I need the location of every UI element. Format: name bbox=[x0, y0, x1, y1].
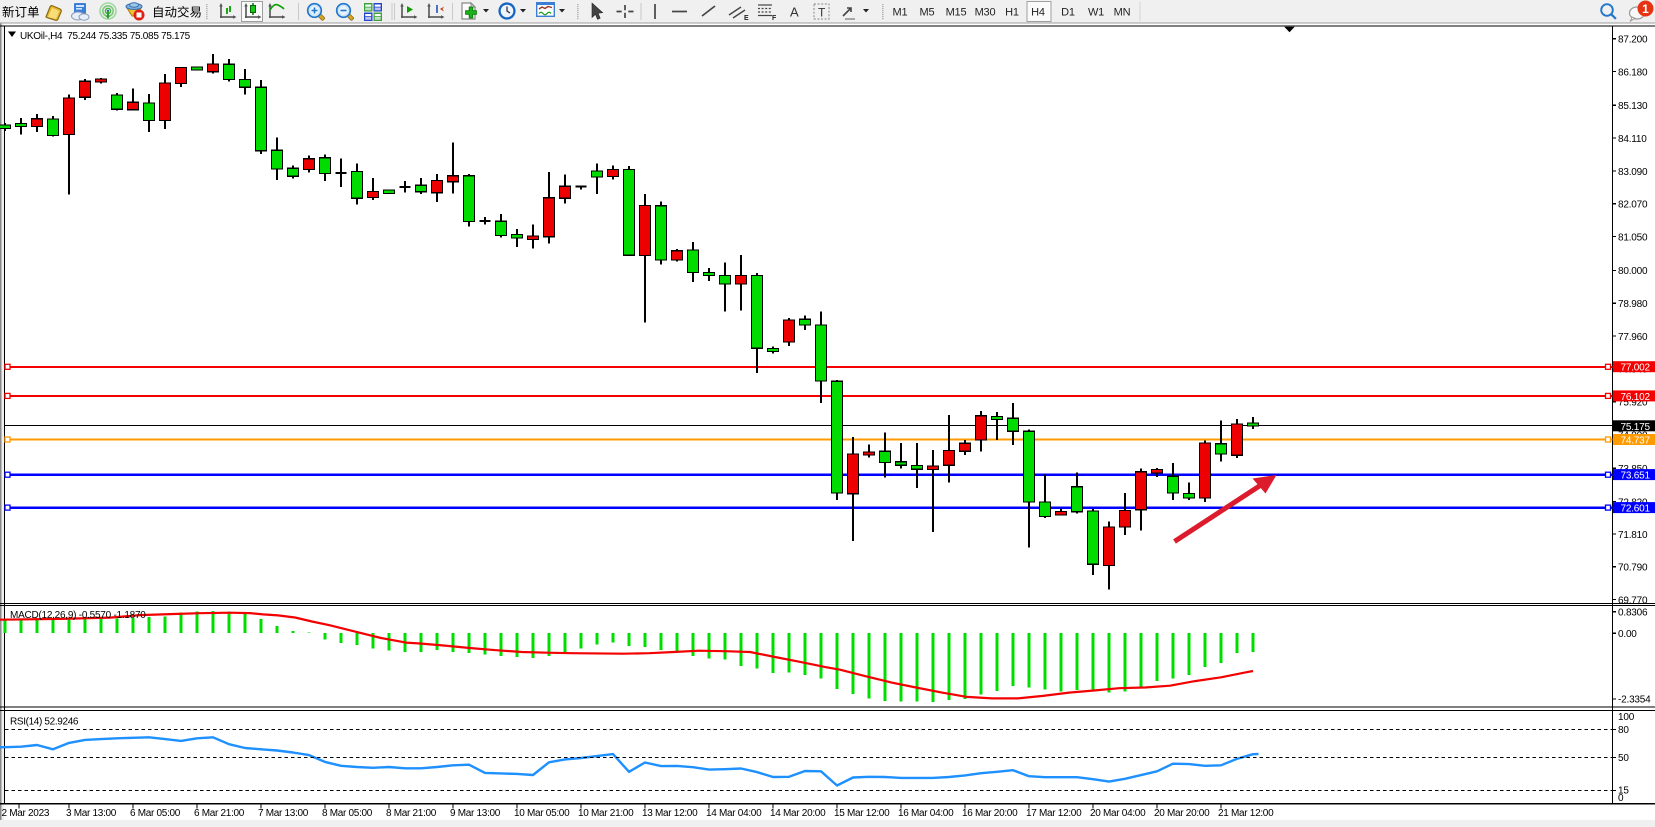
svg-text:8 Mar 21:00: 8 Mar 21:00 bbox=[386, 808, 437, 819]
svg-text:10 Mar 21:00: 10 Mar 21:00 bbox=[578, 808, 634, 819]
svg-text:9 Mar 13:00: 9 Mar 13:00 bbox=[450, 808, 501, 819]
svg-text:6 Mar 05:00: 6 Mar 05:00 bbox=[130, 808, 181, 819]
svg-text:UKOil-,H4 75.244 75.335 75.08: UKOil-,H4 75.244 75.335 75.085 75.175 bbox=[20, 31, 191, 42]
svg-text:10 Mar 05:00: 10 Mar 05:00 bbox=[514, 808, 570, 819]
svg-text:80: 80 bbox=[1618, 725, 1629, 736]
svg-text:MACD(12,26,9) -0.5570 -1.1870: MACD(12,26,9) -0.5570 -1.1870 bbox=[10, 610, 146, 621]
svg-text:20 Mar 04:00: 20 Mar 04:00 bbox=[1090, 808, 1146, 819]
svg-text:M30: M30 bbox=[975, 7, 996, 19]
svg-text:F: F bbox=[772, 15, 777, 22]
svg-text:20 Mar 20:00: 20 Mar 20:00 bbox=[1154, 808, 1210, 819]
svg-text:76.102: 76.102 bbox=[1621, 392, 1651, 403]
svg-text:3 Mar 13:00: 3 Mar 13:00 bbox=[66, 808, 117, 819]
svg-text:0: 0 bbox=[1618, 793, 1624, 804]
svg-text:M1: M1 bbox=[893, 7, 908, 19]
svg-text:80.000: 80.000 bbox=[1618, 266, 1648, 277]
svg-text:81.050: 81.050 bbox=[1618, 232, 1648, 243]
svg-text:15 Mar 12:00: 15 Mar 12:00 bbox=[834, 808, 890, 819]
svg-text:H4: H4 bbox=[1031, 7, 1045, 19]
svg-text:75.920: 75.920 bbox=[1618, 398, 1648, 409]
svg-text:71.810: 71.810 bbox=[1618, 530, 1648, 541]
svg-text:72.601: 72.601 bbox=[1621, 504, 1651, 515]
svg-text:70.790: 70.790 bbox=[1618, 563, 1648, 574]
svg-text:84.110: 84.110 bbox=[1618, 134, 1647, 145]
svg-text:RSI(14) 52.9246: RSI(14) 52.9246 bbox=[10, 717, 79, 728]
svg-text:2 Mar 2023: 2 Mar 2023 bbox=[2, 808, 50, 819]
svg-text:78.980: 78.980 bbox=[1618, 299, 1648, 310]
svg-text:77.960: 77.960 bbox=[1618, 332, 1648, 343]
svg-text:8 Mar 05:00: 8 Mar 05:00 bbox=[322, 808, 373, 819]
svg-text:14 Mar 20:00: 14 Mar 20:00 bbox=[770, 808, 826, 819]
svg-text:T: T bbox=[818, 6, 826, 20]
svg-text:73.651: 73.651 bbox=[1621, 471, 1651, 482]
svg-text:77.002: 77.002 bbox=[1621, 363, 1651, 374]
svg-text:1: 1 bbox=[1642, 2, 1649, 16]
svg-text:50: 50 bbox=[1618, 753, 1629, 764]
svg-text:69.770: 69.770 bbox=[1618, 595, 1648, 606]
svg-text:17 Mar 12:00: 17 Mar 12:00 bbox=[1026, 808, 1082, 819]
svg-text:0.00: 0.00 bbox=[1618, 629, 1637, 640]
svg-text:E: E bbox=[744, 15, 749, 22]
svg-text:H1: H1 bbox=[1005, 7, 1019, 19]
svg-text:W1: W1 bbox=[1088, 7, 1104, 19]
svg-text:74.737: 74.737 bbox=[1621, 436, 1651, 447]
svg-text:16 Mar 04:00: 16 Mar 04:00 bbox=[898, 808, 954, 819]
svg-text:MN: MN bbox=[1114, 7, 1131, 19]
svg-text:M15: M15 bbox=[946, 7, 967, 19]
svg-text:100: 100 bbox=[1618, 712, 1635, 723]
svg-text:21 Mar 12:00: 21 Mar 12:00 bbox=[1218, 808, 1274, 819]
svg-text:16 Mar 20:00: 16 Mar 20:00 bbox=[962, 808, 1018, 819]
svg-text:86.180: 86.180 bbox=[1618, 67, 1648, 78]
svg-text:0.8306: 0.8306 bbox=[1618, 608, 1648, 619]
svg-text:13 Mar 12:00: 13 Mar 12:00 bbox=[642, 808, 698, 819]
svg-text:82.070: 82.070 bbox=[1618, 200, 1648, 211]
svg-text:83.090: 83.090 bbox=[1618, 167, 1648, 178]
svg-text:7 Mar 13:00: 7 Mar 13:00 bbox=[258, 808, 309, 819]
svg-text:85.130: 85.130 bbox=[1618, 101, 1648, 112]
svg-text:A: A bbox=[790, 5, 799, 20]
svg-text:75.175: 75.175 bbox=[1621, 422, 1651, 433]
svg-text:87.200: 87.200 bbox=[1618, 35, 1648, 46]
svg-text:15: 15 bbox=[1618, 786, 1629, 797]
svg-text:D1: D1 bbox=[1061, 7, 1075, 19]
svg-text:6 Mar 21:00: 6 Mar 21:00 bbox=[194, 808, 245, 819]
svg-text:-2.3354: -2.3354 bbox=[1618, 695, 1651, 706]
svg-text:14 Mar 04:00: 14 Mar 04:00 bbox=[706, 808, 762, 819]
svg-text:M5: M5 bbox=[920, 7, 935, 19]
